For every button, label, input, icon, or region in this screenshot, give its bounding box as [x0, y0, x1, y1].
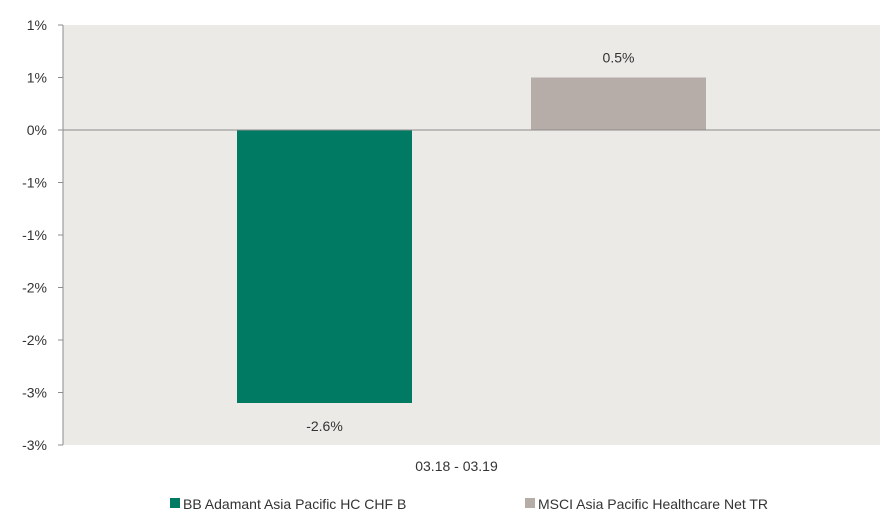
data-label: -2.6% [306, 418, 343, 434]
data-label: 0.5% [603, 50, 635, 66]
bars-group [237, 77, 706, 403]
bar-fund [237, 130, 412, 403]
bar-benchmark [531, 77, 706, 130]
y-tick-label: -1% [22, 227, 47, 243]
legend-label: MSCI Asia Pacific Healthcare Net TR [538, 496, 768, 512]
legend: BB Adamant Asia Pacific HC CHF B MSCI Asi… [170, 496, 768, 512]
x-category-label: 03.18 - 03.19 [415, 458, 498, 474]
plot-area [63, 25, 880, 445]
legend-swatch [170, 498, 180, 508]
y-tick-label: -2% [22, 280, 47, 296]
y-tick-label: -3% [22, 385, 47, 401]
y-tick-label: 0% [27, 122, 47, 138]
y-tick-label: -2% [22, 332, 47, 348]
y-axis-ticks: 1% 1% 0% -1% -1% -2% -2% -3% -3% [22, 17, 63, 453]
y-tick-label: -1% [22, 175, 47, 191]
y-tick-label: -3% [22, 437, 47, 453]
y-tick-label: 1% [27, 17, 47, 33]
x-axis-labels: 03.18 - 03.19 [415, 458, 498, 474]
y-tick-label: 1% [27, 70, 47, 86]
data-labels-group: -2.6% 0.5% [306, 50, 634, 435]
legend-swatch [525, 498, 535, 508]
legend-label: BB Adamant Asia Pacific HC CHF B [183, 496, 406, 512]
